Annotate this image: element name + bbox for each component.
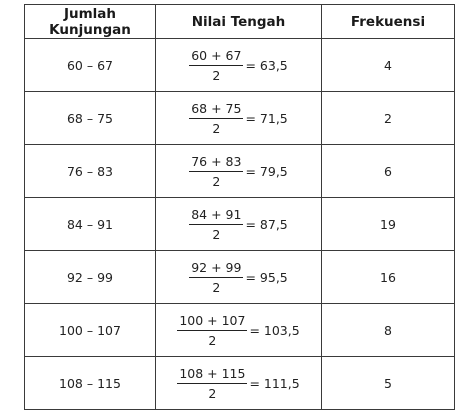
midpoint-fraction: 68 + 75 2 [189, 101, 244, 136]
midpoint-result: = 103,5 [249, 323, 300, 338]
midpoint-result: = 111,5 [249, 376, 300, 391]
table-row: 100 – 107 100 + 107 2 = 103,5 8 [24, 303, 455, 357]
midpoint-fraction: 92 + 99 2 [189, 260, 244, 295]
table-body: 60 – 67 60 + 67 2 = 63,5 4 68 – 75 68 + 75 2 = 7… [24, 38, 455, 410]
midpoint-cell: 100 + 107 2 = 103,5 [155, 303, 322, 357]
visit-range-cell: 92 – 99 [24, 250, 156, 304]
visit-range-cell: 76 – 83 [24, 144, 156, 198]
fraction-numerator: 68 + 75 [189, 101, 244, 119]
header-midpoint: Nilai Tengah [155, 4, 322, 39]
visit-range-cell: 108 – 115 [24, 356, 156, 410]
fraction-numerator: 100 + 107 [177, 313, 248, 331]
midpoint-result: = 79,5 [245, 164, 288, 179]
table-row: 92 – 99 92 + 99 2 = 95,5 16 [24, 250, 455, 304]
header-row: Jumlah Kunjungan Nilai Tengah Frekuensi [24, 4, 455, 39]
midpoint-cell: 68 + 75 2 = 71,5 [155, 91, 322, 145]
midpoint-fraction: 84 + 91 2 [189, 207, 244, 242]
frequency-table: Jumlah Kunjungan Nilai Tengah Frekuensi … [24, 4, 455, 410]
midpoint-cell: 92 + 99 2 = 95,5 [155, 250, 322, 304]
midpoint-formula: 60 + 67 2 = 63,5 [189, 48, 288, 83]
table-row: 68 – 75 68 + 75 2 = 71,5 2 [24, 91, 455, 145]
frequency-cell: 5 [321, 356, 455, 410]
midpoint-formula: 68 + 75 2 = 71,5 [189, 101, 288, 136]
frequency-cell: 8 [321, 303, 455, 357]
fraction-denominator: 2 [212, 67, 221, 83]
midpoint-fraction: 108 + 115 2 [177, 366, 248, 401]
midpoint-cell: 108 + 115 2 = 111,5 [155, 356, 322, 410]
visit-range-cell: 100 – 107 [24, 303, 156, 357]
midpoint-fraction: 60 + 67 2 [189, 48, 244, 83]
midpoint-formula: 108 + 115 2 = 111,5 [177, 366, 300, 401]
visit-range-cell: 60 – 67 [24, 38, 156, 92]
midpoint-cell: 60 + 67 2 = 63,5 [155, 38, 322, 92]
midpoint-result: = 63,5 [245, 58, 288, 73]
header-frequency: Frekuensi [321, 4, 455, 39]
midpoint-result: = 71,5 [245, 111, 288, 126]
midpoint-formula: 76 + 83 2 = 79,5 [189, 154, 288, 189]
header-visits: Jumlah Kunjungan [24, 4, 156, 39]
frequency-cell: 4 [321, 38, 455, 92]
midpoint-cell: 84 + 91 2 = 87,5 [155, 197, 322, 251]
fraction-numerator: 92 + 99 [189, 260, 244, 278]
fraction-numerator: 108 + 115 [177, 366, 248, 384]
frequency-cell: 6 [321, 144, 455, 198]
midpoint-formula: 92 + 99 2 = 95,5 [189, 260, 288, 295]
fraction-denominator: 2 [212, 120, 221, 136]
midpoint-formula: 84 + 91 2 = 87,5 [189, 207, 288, 242]
visit-range-cell: 84 – 91 [24, 197, 156, 251]
fraction-numerator: 76 + 83 [189, 154, 244, 172]
frequency-cell: 19 [321, 197, 455, 251]
frequency-cell: 2 [321, 91, 455, 145]
midpoint-cell: 76 + 83 2 = 79,5 [155, 144, 322, 198]
fraction-denominator: 2 [212, 173, 221, 189]
visit-range-cell: 68 – 75 [24, 91, 156, 145]
fraction-denominator: 2 [208, 332, 217, 348]
table-row: 60 – 67 60 + 67 2 = 63,5 4 [24, 38, 455, 92]
midpoint-result: = 87,5 [245, 217, 288, 232]
fraction-numerator: 60 + 67 [189, 48, 244, 66]
table-row: 84 – 91 84 + 91 2 = 87,5 19 [24, 197, 455, 251]
midpoint-formula: 100 + 107 2 = 103,5 [177, 313, 300, 348]
table-row: 108 – 115 108 + 115 2 = 111,5 5 [24, 356, 455, 410]
fraction-denominator: 2 [212, 226, 221, 242]
frequency-cell: 16 [321, 250, 455, 304]
fraction-denominator: 2 [208, 385, 217, 401]
midpoint-result: = 95,5 [245, 270, 288, 285]
fraction-numerator: 84 + 91 [189, 207, 244, 225]
table-row: 76 – 83 76 + 83 2 = 79,5 6 [24, 144, 455, 198]
midpoint-fraction: 100 + 107 2 [177, 313, 248, 348]
fraction-denominator: 2 [212, 279, 221, 295]
midpoint-fraction: 76 + 83 2 [189, 154, 244, 189]
